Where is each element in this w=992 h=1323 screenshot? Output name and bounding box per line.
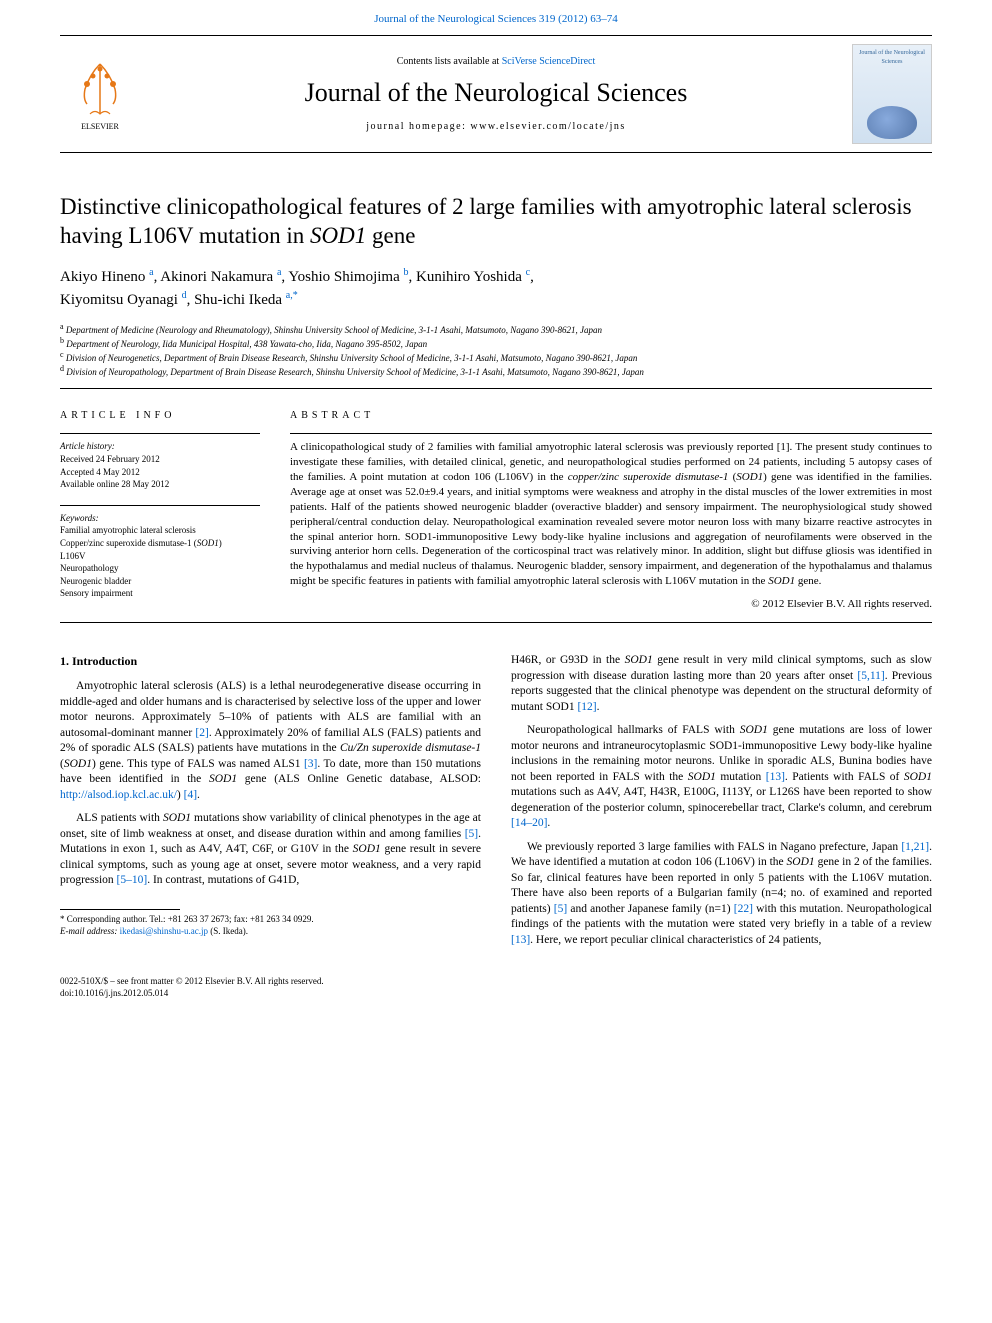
history-label: Article history: (60, 440, 260, 453)
affiliation-a: a Department of Medicine (Neurology and … (60, 322, 932, 336)
keyword: Neuropathology (60, 562, 260, 575)
article-title: Distinctive clinicopathological features… (60, 193, 932, 251)
body-paragraph: Amyotrophic lateral sclerosis (ALS) is a… (60, 679, 481, 803)
elsevier-tree-logo-icon: ELSEVIER (65, 54, 135, 134)
keyword: Sensory impairment (60, 587, 260, 600)
article-header: Distinctive clinicopathological features… (60, 193, 932, 378)
keyword: Familial amyotrophic lateral sclerosis (60, 524, 260, 537)
info-divider (60, 505, 260, 506)
journal-homepage: journal homepage: www.elsevier.com/locat… (140, 120, 852, 134)
top-citation-bar: Journal of the Neurological Sciences 319… (0, 0, 992, 35)
ref-link[interactable]: [13] (766, 771, 785, 783)
affiliations: a Department of Medicine (Neurology and … (60, 322, 932, 379)
cover-thumb-brain-icon (867, 106, 917, 139)
affiliation-d: d Division of Neuropathology, Department… (60, 364, 932, 378)
svg-text:ELSEVIER: ELSEVIER (81, 122, 119, 131)
authors-line: Akiyo Hineno a, Akinori Nakamura a, Yosh… (60, 265, 932, 312)
contents-prefix: Contents lists available at (397, 56, 502, 67)
ref-link[interactable]: [2] (195, 727, 208, 739)
email-line: E-mail address: ikedasi@shinshu-u.ac.jp … (60, 926, 481, 938)
affiliation-c: c Division of Neurogenetics, Department … (60, 350, 932, 364)
body-paragraph: ALS patients with SOD1 mutations show va… (60, 811, 481, 889)
sciencedirect-link[interactable]: SciVerse ScienceDirect (502, 56, 596, 67)
divider (60, 622, 932, 623)
body-paragraph: We previously reported 3 large families … (511, 840, 932, 949)
url-link[interactable]: http://alsod.iop.kcl.ac.uk/ (60, 789, 177, 801)
abstract-text: A clinicopathological study of 2 familie… (290, 440, 932, 588)
journal-name: Journal of the Neurological Sciences (140, 75, 852, 111)
intro-heading: 1. Introduction (60, 653, 481, 669)
body-columns: 1. Introduction Amyotrophic lateral scle… (60, 653, 932, 956)
doi-line: doi:10.1016/j.jns.2012.05.014 (60, 988, 932, 1000)
info-abstract-row: ARTICLE INFO Article history: Received 2… (60, 397, 932, 614)
abstract-copyright: © 2012 Elsevier B.V. All rights reserved… (290, 597, 932, 612)
keyword: Neurogenic bladder (60, 575, 260, 588)
accepted-date: Accepted 4 May 2012 (60, 466, 260, 479)
ref-link[interactable]: [5,11] (857, 670, 884, 682)
body-paragraph: Neuropathological hallmarks of FALS with… (511, 723, 932, 832)
body-paragraph: H46R, or G93D in the SOD1 gene result in… (511, 653, 932, 715)
received-date: Received 24 February 2012 (60, 453, 260, 466)
corresponding-author-footnote: * Corresponding author. Tel.: +81 263 37… (60, 914, 481, 937)
body-right-column: H46R, or G93D in the SOD1 gene result in… (511, 653, 932, 956)
article-info-column: ARTICLE INFO Article history: Received 2… (60, 409, 260, 614)
keywords-list: Familial amyotrophic lateral sclerosis C… (60, 524, 260, 600)
contents-list-line: Contents lists available at SciVerse Sci… (140, 55, 852, 69)
ref-link[interactable]: [3] (304, 758, 317, 770)
page-footer: 0022-510X/$ – see front matter © 2012 El… (60, 976, 932, 999)
keyword: L106V (60, 550, 260, 563)
divider (60, 388, 932, 389)
keyword: Copper/zinc superoxide dismutase-1 (SOD1… (60, 537, 260, 550)
publisher-logo-wrap: ELSEVIER (60, 49, 140, 139)
ref-link[interactable]: [12] (577, 701, 596, 713)
keywords-block: Keywords: Familial amyotrophic lateral s… (60, 512, 260, 600)
masthead-center: Contents lists available at SciVerse Sci… (140, 55, 852, 133)
cover-thumb-title: Journal of the Neurological Sciences (857, 49, 927, 66)
footnote-divider (60, 909, 180, 910)
keywords-label: Keywords: (60, 512, 260, 525)
online-date: Available online 28 May 2012 (60, 478, 260, 491)
ref-link[interactable]: [5–10] (117, 874, 148, 886)
info-divider (60, 433, 260, 434)
abstract-column: ABSTRACT A clinicopathological study of … (290, 409, 932, 614)
top-citation-link[interactable]: Journal of the Neurological Sciences 319… (374, 13, 617, 25)
email-suffix: (S. Ikeda). (208, 926, 248, 936)
ref-link[interactable]: [14–20] (511, 817, 547, 829)
front-matter-line: 0022-510X/$ – see front matter © 2012 El… (60, 976, 932, 988)
abstract-divider (290, 433, 932, 434)
affiliation-b: b Department of Neurology, Iida Municipa… (60, 336, 932, 350)
article-info-heading: ARTICLE INFO (60, 409, 260, 423)
ref-link[interactable]: [1,21] (901, 841, 929, 853)
corresponding-marker[interactable]: * (293, 290, 298, 301)
email-link[interactable]: ikedasi@shinshu-u.ac.jp (120, 926, 208, 936)
ref-link[interactable]: [5] (465, 828, 478, 840)
masthead: ELSEVIER Contents lists available at Sci… (60, 35, 932, 153)
body-left-column: 1. Introduction Amyotrophic lateral scle… (60, 653, 481, 956)
article-history-block: Article history: Received 24 February 20… (60, 440, 260, 490)
corresponding-line: * Corresponding author. Tel.: +81 263 37… (60, 914, 481, 926)
ref-link[interactable]: [4] (184, 789, 197, 801)
ref-link[interactable]: [5] (554, 903, 567, 915)
email-label: E-mail address: (60, 926, 120, 936)
journal-cover-thumbnail: Journal of the Neurological Sciences (852, 44, 932, 144)
ref-link[interactable]: [13] (511, 934, 530, 946)
ref-link[interactable]: [22] (734, 903, 753, 915)
abstract-heading: ABSTRACT (290, 409, 932, 423)
